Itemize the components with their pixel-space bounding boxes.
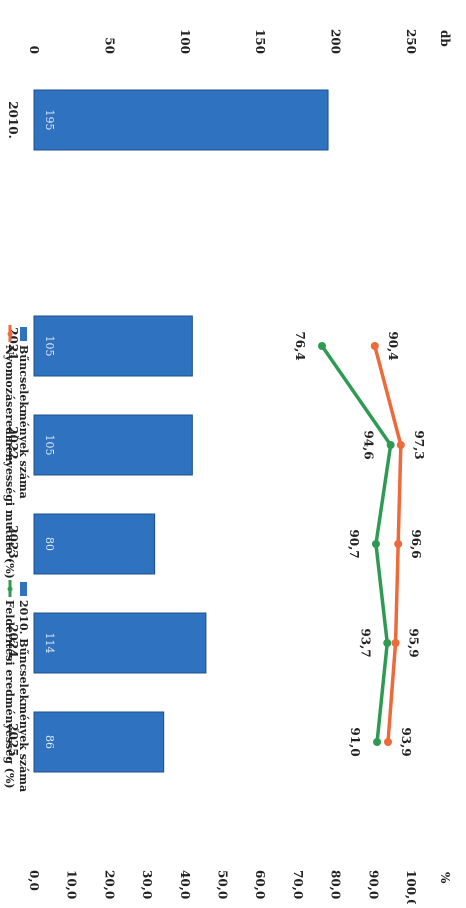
investigation-rate-value-label: 90,4 [386,331,400,360]
detection-rate-point [371,540,380,548]
right-axis-tick-label: 100,0 [404,870,418,904]
legend-label: Nyomozáseredményességi mutató (%) [3,345,16,579]
right-axis-tick-label: 10,0 [65,870,79,899]
bar-3 [33,414,193,476]
category-label: 2022. [6,426,20,464]
detection-rate-value-label: 93,7 [358,628,372,657]
left-axis-tick-label: 0 [27,46,41,54]
right-axis-tick-label: 40,0 [178,870,192,899]
right-axis-tick-label: 20,0 [102,870,116,899]
left-axis-tick-label: 250 [404,29,418,54]
legend-swatch [20,327,27,341]
bar-2 [33,315,193,377]
investigation-rate-point [384,738,393,746]
investigation-rate-value-label: 95,9 [407,628,421,657]
left-axis-tick-label: 100 [178,29,192,54]
detection-rate-value-label: 91,0 [348,727,362,756]
detection-rate-value-label: 76,4 [293,331,307,360]
left-axis-tick-label: 50 [102,37,116,54]
detection-rate-point [383,639,392,647]
legend-label: Bűncselekmények száma [17,345,30,499]
investigation-rate-point [370,342,379,350]
legend: Bűncselekmények számaNyomozáseredményess… [3,325,30,792]
legend-swatch [20,582,27,596]
left-axis-tick-label: 150 [253,29,267,54]
bar-4 [33,513,156,575]
detection-rate-value-label: 94,6 [362,430,376,459]
category-label: 2025. [6,723,20,761]
bar-6 [33,711,165,773]
detection-rate-point [386,441,395,449]
bar-value-label: 80 [43,537,56,551]
bar-value-label: 105 [43,435,56,456]
category-label: 2010. [6,101,20,139]
legend-label: Felderítési eredményesség (%) [3,600,16,789]
bar-value-label: 86 [43,735,56,749]
right-axis-tick-label: 0,0 [27,870,41,891]
category-label: 2024. [6,624,20,662]
left-axis-unit-label: db [438,30,452,47]
right-axis-tick-label: 70,0 [291,870,305,899]
detection-rate-point [373,738,382,746]
category-label: 2023. [6,525,20,563]
legend-swatch-marker [7,331,13,337]
investigation-rate-point [396,441,405,449]
detection-rate-point [318,342,327,350]
legend-label: 2010. Bűncselekmények száma [17,600,30,792]
right-axis-tick-label: 50,0 [216,870,230,899]
investigation-rate-value-label: 96,6 [409,529,423,558]
bar-value-label: 114 [43,633,56,654]
bar-1 [33,89,329,151]
investigation-rate-value-label: 93,9 [399,727,413,756]
investigation-rate-point [391,639,400,647]
investigation-rate-point [394,540,403,548]
right-axis-tick-label: 80,0 [329,870,343,899]
bar-value-label: 105 [43,336,56,357]
bar-value-label: 195 [43,110,56,131]
right-axis-tick-label: 60,0 [253,870,267,899]
right-axis-tick-label: 30,0 [140,870,154,899]
detection-rate-value-label: 90,7 [347,529,361,558]
right-axis-unit-label: % [438,872,452,884]
left-axis-tick-label: 200 [329,29,343,54]
investigation-rate-value-label: 97,3 [412,430,426,459]
right-axis-tick-label: 90,0 [366,870,380,899]
legend-swatch-marker [7,586,13,592]
chart-rotation-group: 0 50 100 150 200 250 db 0,0 10,0 20,0 30,0 40,0 50,0… [3,29,452,908]
bar-5 [33,612,207,674]
